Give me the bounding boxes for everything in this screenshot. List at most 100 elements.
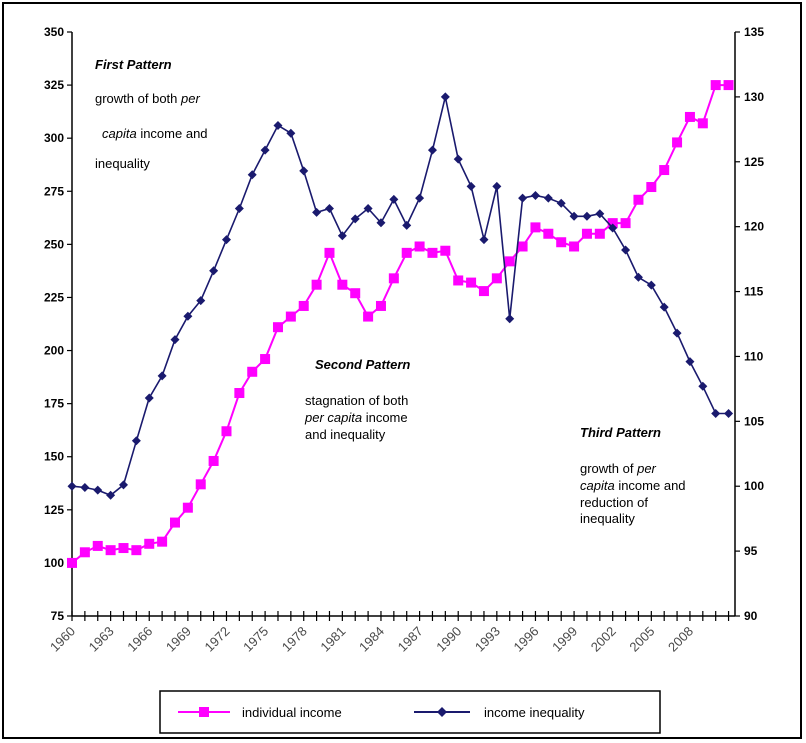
point-individual-income xyxy=(144,538,155,549)
point-income-inequality xyxy=(518,193,528,203)
x-tick-label: 1969 xyxy=(163,624,194,655)
point-individual-income xyxy=(401,247,412,258)
point-income-inequality xyxy=(260,145,270,155)
point-individual-income xyxy=(466,277,477,288)
y-left-tick-label: 250 xyxy=(44,237,64,251)
second-pattern-title: Second Pattern xyxy=(315,357,410,372)
point-individual-income xyxy=(594,228,605,239)
x-tick-label: 2005 xyxy=(626,624,657,655)
point-individual-income xyxy=(543,228,554,239)
point-income-inequality xyxy=(595,209,605,219)
point-individual-income xyxy=(324,247,335,258)
point-individual-income xyxy=(234,388,245,399)
x-tick-label: 1984 xyxy=(356,624,387,655)
y-left-tick-label: 275 xyxy=(44,184,64,198)
point-income-inequality xyxy=(247,170,257,180)
point-individual-income xyxy=(363,311,374,322)
first-pattern-line-3: inequality xyxy=(95,156,150,171)
point-individual-income xyxy=(195,479,206,490)
y-left-tick-label: 325 xyxy=(44,78,64,92)
y-right-tick-label: 100 xyxy=(744,479,764,493)
y-left-tick-label: 300 xyxy=(44,131,64,145)
point-income-inequality xyxy=(698,381,708,391)
point-individual-income xyxy=(157,536,168,547)
y-left-tick-label: 75 xyxy=(51,609,65,623)
x-tick-label: 2008 xyxy=(665,624,696,655)
point-income-inequality xyxy=(144,393,154,403)
point-income-inequality xyxy=(67,481,77,491)
third-pattern-line-1: growth of per xyxy=(580,461,657,476)
point-individual-income xyxy=(581,228,592,239)
point-individual-income xyxy=(285,311,296,322)
point-income-inequality xyxy=(376,218,386,228)
point-income-inequality xyxy=(286,128,296,138)
legend-item-income-inequality: income inequality xyxy=(414,705,585,720)
point-individual-income xyxy=(427,247,438,258)
point-individual-income xyxy=(298,300,309,311)
series-line-income-inequality xyxy=(71,96,729,497)
x-tick-label: 1975 xyxy=(240,624,271,655)
x-tick-label: 1981 xyxy=(317,624,348,655)
first-pattern-line-2: capita income and xyxy=(102,126,208,141)
x-tick-label: 1996 xyxy=(511,624,542,655)
point-income-inequality xyxy=(324,203,334,213)
point-individual-income xyxy=(67,557,77,568)
point-individual-income xyxy=(311,279,322,290)
point-income-inequality xyxy=(582,211,592,221)
line-chart: 75 100 125 150 175 200 225 250 275 300 325 350 90 95 1… xyxy=(44,25,764,734)
point-individual-income xyxy=(478,286,489,297)
point-individual-income xyxy=(620,218,631,229)
third-pattern-line-2: capita income and xyxy=(580,478,686,493)
point-income-inequality xyxy=(659,302,669,312)
annotation-first-pattern: First Pattern growth of both per capita … xyxy=(95,57,208,171)
point-individual-income xyxy=(723,80,734,91)
y-right-tick-label: 95 xyxy=(744,544,758,558)
point-income-inequality xyxy=(273,120,283,130)
y-left-tick-label: 350 xyxy=(44,25,64,39)
point-individual-income xyxy=(92,540,103,551)
point-individual-income xyxy=(79,547,90,558)
point-individual-income xyxy=(684,111,695,122)
point-individual-income xyxy=(633,194,644,205)
y-left-tick-label: 150 xyxy=(44,450,64,464)
point-individual-income xyxy=(247,366,258,377)
point-income-inequality xyxy=(672,328,682,338)
point-income-inequality xyxy=(569,211,579,221)
point-income-inequality xyxy=(440,92,450,102)
x-tick-label: 1987 xyxy=(395,624,426,655)
point-income-inequality xyxy=(118,480,128,490)
point-individual-income xyxy=(375,300,386,311)
point-individual-income xyxy=(169,517,180,528)
point-individual-income xyxy=(607,218,618,229)
annotation-third-pattern: Third Pattern growth of per capita incom… xyxy=(580,425,686,526)
point-income-inequality xyxy=(711,409,721,419)
y-left-tick-label: 175 xyxy=(44,397,64,411)
point-individual-income xyxy=(569,241,580,252)
legend-box xyxy=(159,690,661,734)
point-income-inequality xyxy=(492,181,502,191)
second-pattern-line-1: stagnation of both xyxy=(305,393,408,408)
point-income-inequality xyxy=(453,154,463,164)
point-income-inequality xyxy=(505,314,515,324)
point-individual-income xyxy=(118,543,129,554)
point-individual-income xyxy=(337,279,348,290)
legend-label-income-inequality: income inequality xyxy=(484,705,585,720)
point-income-inequality xyxy=(106,490,116,500)
x-tick-label: 1990 xyxy=(433,624,464,655)
legend-item-individual-income: individual income xyxy=(178,705,342,720)
point-income-inequality xyxy=(350,214,360,224)
point-income-inequality xyxy=(556,198,566,208)
x-tick-label: 1993 xyxy=(472,624,503,655)
x-tick-label: 1966 xyxy=(124,624,155,655)
point-income-inequality xyxy=(312,207,322,217)
point-income-inequality xyxy=(221,235,231,245)
point-income-inequality xyxy=(80,483,90,493)
y-left-tick-label: 225 xyxy=(44,290,64,304)
y-right-tick-label: 130 xyxy=(744,90,764,104)
point-income-inequality xyxy=(724,409,734,419)
point-individual-income xyxy=(697,118,708,129)
legend: individual income income inequality xyxy=(159,690,661,734)
point-individual-income xyxy=(710,80,721,91)
point-income-inequality xyxy=(157,371,167,381)
second-pattern-line-3: and inequality xyxy=(305,427,386,442)
